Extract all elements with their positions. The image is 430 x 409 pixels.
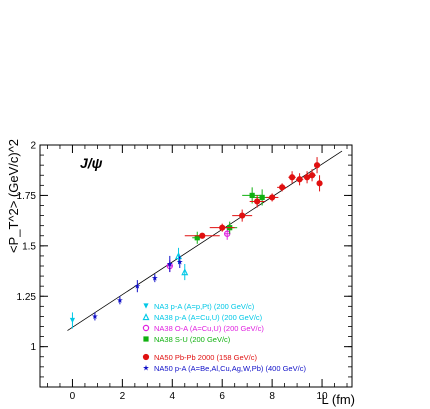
data-point xyxy=(279,184,286,191)
data-point xyxy=(199,232,206,239)
data-point xyxy=(69,317,76,324)
data-point xyxy=(134,283,141,289)
data-point xyxy=(175,252,183,260)
data-point xyxy=(259,194,265,201)
legend-marker xyxy=(142,324,150,332)
y-tick-label: 1.25 xyxy=(17,292,37,303)
x-tick-label: 8 xyxy=(269,391,275,402)
series-1 xyxy=(175,247,189,281)
series-0 xyxy=(69,312,76,329)
y-tick-label: 1.5 xyxy=(22,241,36,252)
legend-marker xyxy=(142,313,150,321)
series-4 xyxy=(184,157,323,239)
data-point xyxy=(249,192,255,199)
data-point xyxy=(316,180,323,187)
data-point xyxy=(219,224,226,231)
series-2 xyxy=(166,227,231,273)
legend-label: NA38 O-A (A=Cu,U) (200 GeV/c) xyxy=(154,324,264,333)
series-5 xyxy=(91,255,183,321)
legend-marker xyxy=(142,353,150,361)
legend-label: NA50 p-A (A=Be,Al,Cu,Ag,W,Pb) (400 GeV/c… xyxy=(154,364,306,373)
x-tick-label: 2 xyxy=(120,391,126,402)
legend-marker xyxy=(143,303,149,309)
x-axis-title: L (fm) xyxy=(322,392,355,407)
data-point xyxy=(308,172,316,179)
y-tick-label: 1.75 xyxy=(17,191,37,202)
annotation-label: J/ψ xyxy=(80,155,103,171)
legend-label: NA38 S-U (200 GeV/c) xyxy=(154,335,231,344)
legend-label: NA3 p-A (A=p,Pt) (200 GeV/c) xyxy=(154,302,255,311)
legend-marker xyxy=(143,364,149,371)
data-point xyxy=(254,198,261,205)
legend-label: NA38 p-A (A=Cu,U) (200 GeV/c) xyxy=(154,313,263,322)
legend: NA3 p-A (A=p,Pt) (200 GeV/c) NA38 p-A (A=… xyxy=(142,302,306,373)
legend-label: NA50 Pb-Pb 2000 (158 GeV/c) xyxy=(154,353,257,362)
y-tick-label: 2 xyxy=(30,141,36,152)
fit-line xyxy=(67,150,343,331)
data-point xyxy=(151,275,158,281)
data-point xyxy=(116,297,123,303)
data-point xyxy=(194,235,200,241)
axis-ticks xyxy=(40,144,352,387)
y-axis-title-group: <P_T^2> (GeV/c)^2 xyxy=(6,139,21,253)
data-point xyxy=(181,268,189,276)
data-points xyxy=(69,157,323,329)
legend-marker xyxy=(143,336,149,342)
x-tick-label: 4 xyxy=(170,391,176,402)
x-tick-label: 6 xyxy=(219,391,225,402)
data-point xyxy=(303,174,311,181)
data-point xyxy=(176,258,183,265)
tick-labels: 1 1.25 1.5 1.75 2 0 2 4 6 8 10 xyxy=(17,141,329,403)
x-tick-label: 0 xyxy=(70,391,76,402)
x-tick-label: 10 xyxy=(316,391,328,402)
y-tick-label: 1 xyxy=(30,342,36,353)
data-point xyxy=(269,194,276,201)
data-point xyxy=(166,260,173,267)
data-point xyxy=(288,174,296,181)
data-point xyxy=(313,162,321,169)
data-point xyxy=(296,176,303,183)
y-axis-title: <P_T^2> (GeV/c)^2 xyxy=(6,139,21,253)
plot-frame xyxy=(39,144,353,388)
data-point xyxy=(239,212,246,219)
data-point xyxy=(91,313,98,319)
